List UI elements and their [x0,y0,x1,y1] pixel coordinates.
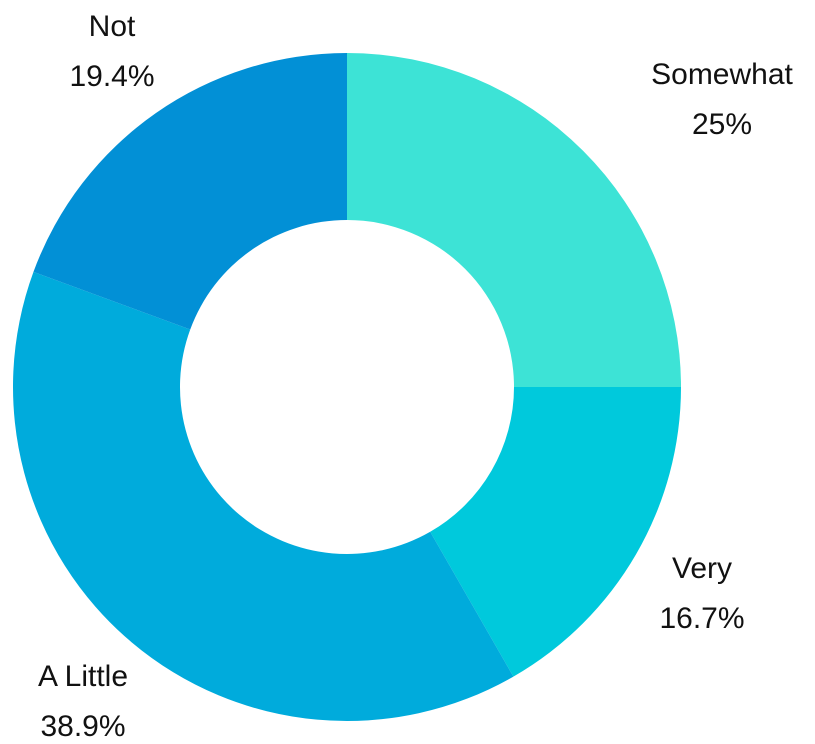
slice-category-label: Not [89,10,136,43]
slice-a-little [12,271,514,722]
slice-label-somewhat: Somewhat 25% [651,58,793,141]
slice-category-label: Somewhat [651,58,793,91]
slice-label-not: Not 19.4% [69,10,154,93]
slice-not [33,53,347,330]
slice-category-label: Very [672,552,732,585]
slice-label-a-little: A Little 38.9% [38,660,128,743]
slice-labels: Somewhat 25% Very 16.7% A Little 38.9% Not 19.4… [38,10,794,743]
slice-very [430,387,681,677]
slice-label-very: Very 16.7% [659,552,744,635]
donut-slices [12,53,681,722]
slice-value-label: 19.4% [69,60,154,93]
slice-value-label: 38.9% [40,710,125,743]
slice-value-label: 16.7% [659,602,744,635]
slice-somewhat [347,53,681,387]
slice-value-label: 25% [692,108,752,141]
slice-category-label: A Little [38,660,128,693]
